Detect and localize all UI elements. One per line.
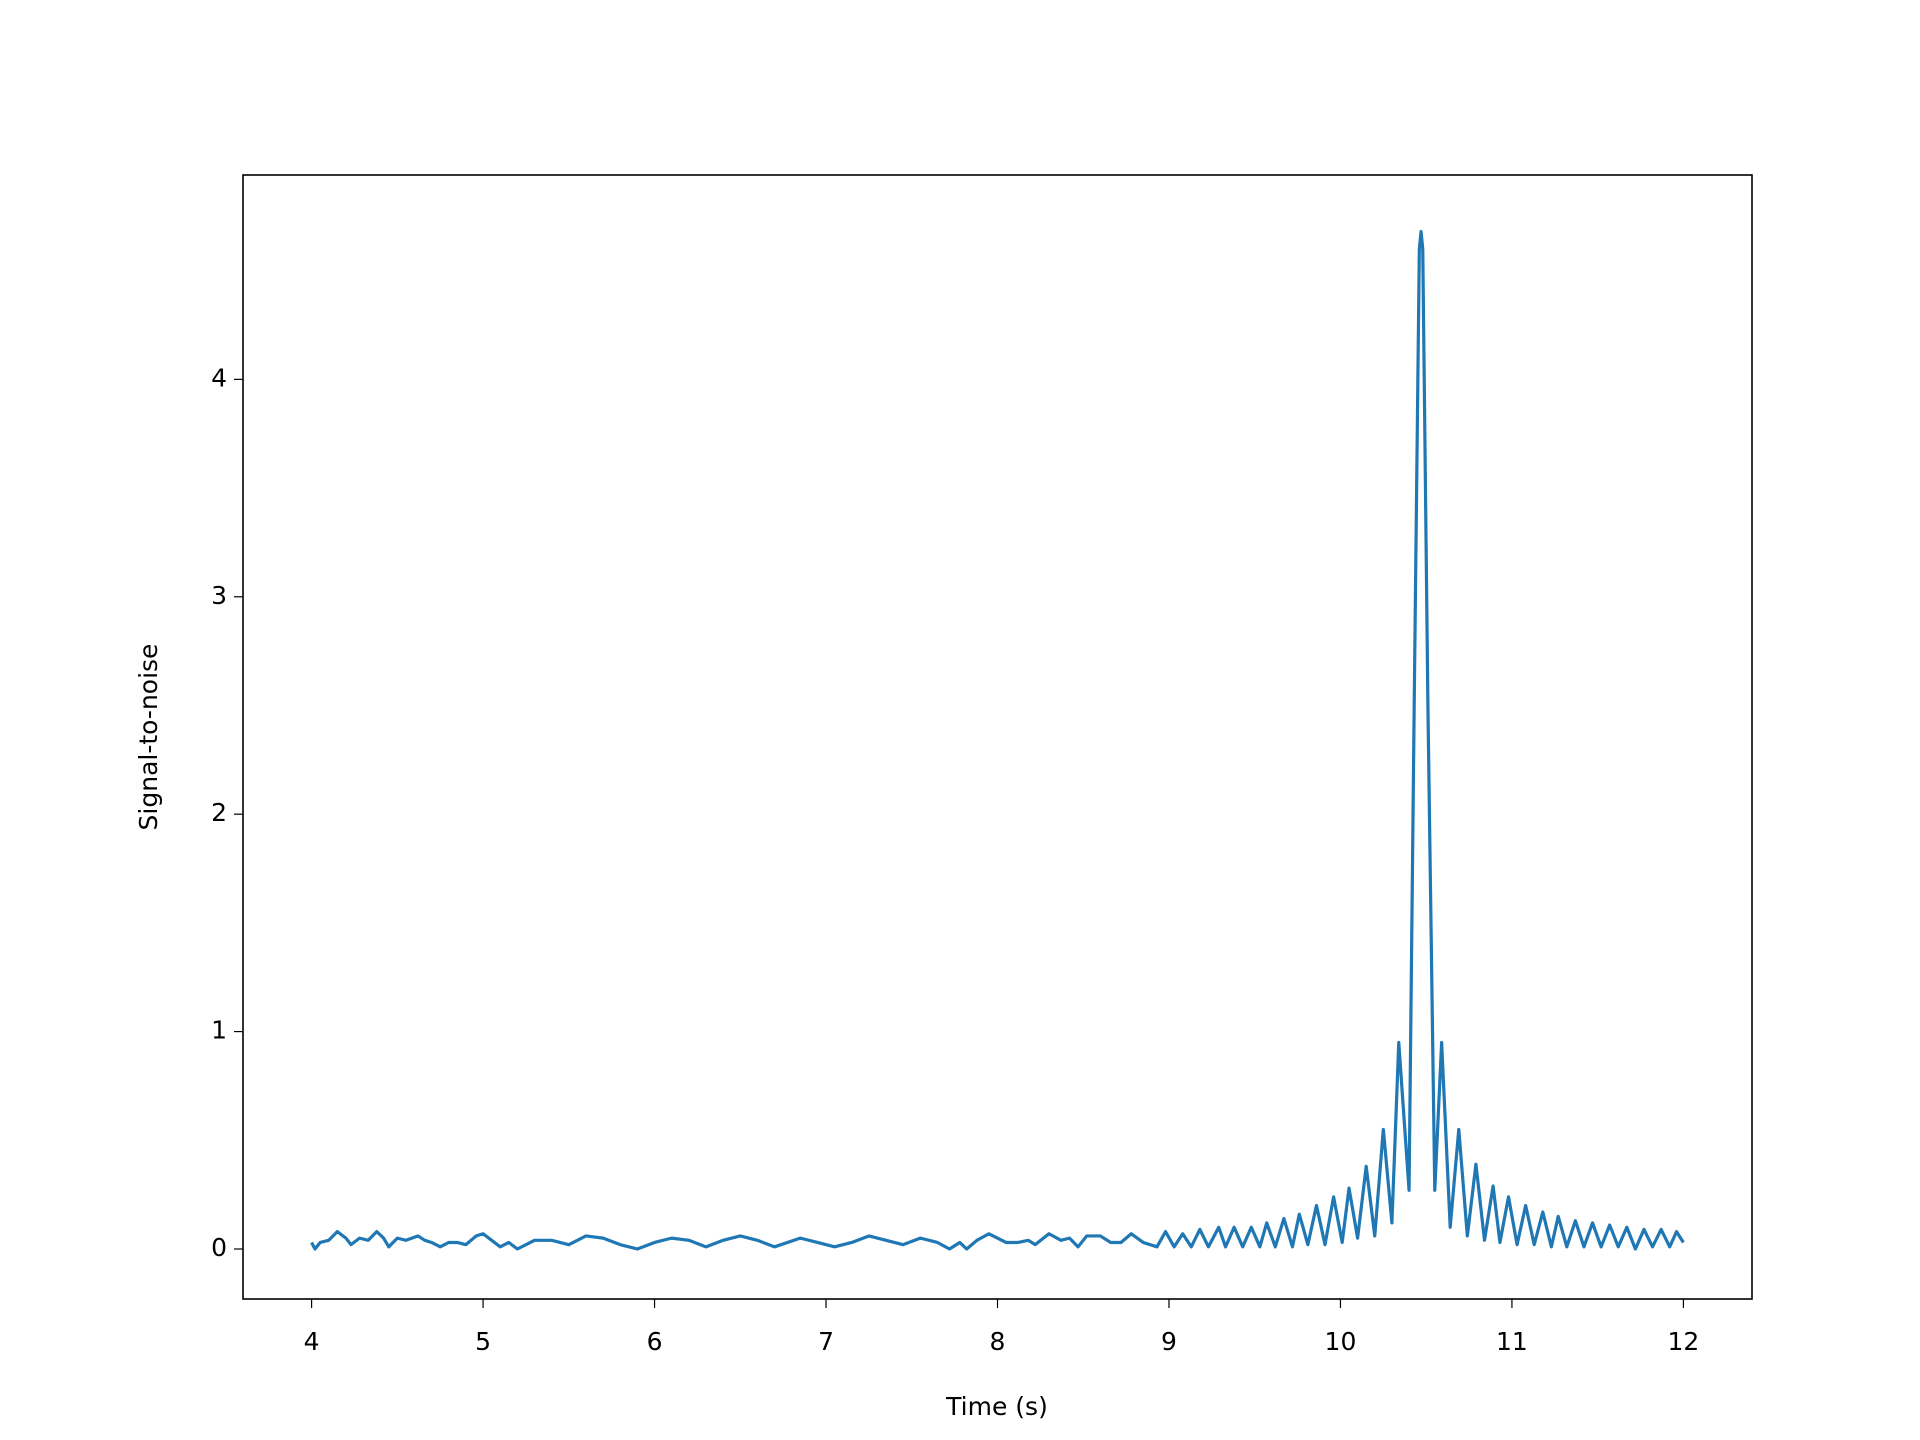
y-tick-label: 1 (211, 1016, 227, 1045)
x-tick-label: 9 (1161, 1327, 1177, 1356)
x-tick-label: 7 (818, 1327, 834, 1356)
x-tick-label: 11 (1496, 1327, 1528, 1356)
x-tick-label: 5 (475, 1327, 491, 1356)
x-tick-label: 6 (647, 1327, 663, 1356)
x-tick-label: 10 (1325, 1327, 1357, 1356)
x-tick-label: 12 (1668, 1327, 1700, 1356)
y-tick-label: 0 (211, 1233, 227, 1262)
y-tick-label: 4 (211, 363, 227, 392)
y-axis-label: Signal-to-noise (134, 644, 163, 831)
y-tick-label: 2 (211, 798, 227, 827)
y-tick-label: 3 (211, 581, 227, 610)
x-tick-label: 4 (304, 1327, 320, 1356)
data-line (310, 229, 1685, 1251)
plot-frame (242, 174, 1753, 1300)
x-axis-label: Time (s) (945, 1392, 1048, 1421)
x-tick-label: 8 (990, 1327, 1006, 1356)
